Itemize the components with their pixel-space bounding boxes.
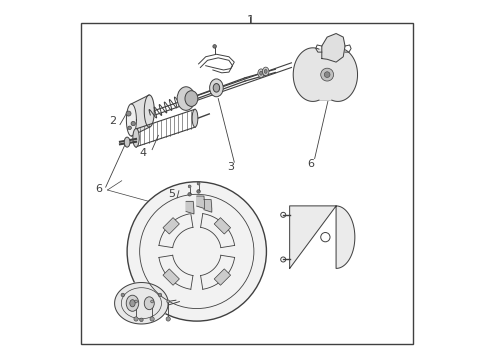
Polygon shape: [293, 48, 358, 102]
Ellipse shape: [263, 67, 269, 76]
Ellipse shape: [126, 295, 139, 311]
Ellipse shape: [177, 87, 195, 111]
Circle shape: [134, 317, 138, 321]
Ellipse shape: [260, 71, 263, 75]
Circle shape: [140, 318, 143, 321]
Ellipse shape: [213, 84, 220, 92]
Circle shape: [321, 68, 334, 81]
Circle shape: [158, 293, 162, 297]
Circle shape: [197, 190, 200, 193]
Ellipse shape: [192, 109, 198, 127]
Ellipse shape: [210, 79, 223, 97]
Ellipse shape: [133, 129, 139, 147]
Polygon shape: [186, 202, 194, 214]
Circle shape: [188, 193, 192, 196]
Bar: [163, 218, 179, 234]
Text: 2: 2: [109, 116, 117, 126]
Text: 1: 1: [246, 14, 254, 27]
Text: 3: 3: [227, 162, 234, 172]
Bar: [214, 218, 231, 234]
Ellipse shape: [264, 69, 267, 73]
Ellipse shape: [185, 91, 198, 107]
Circle shape: [127, 182, 267, 321]
Text: 4: 4: [140, 148, 147, 158]
Circle shape: [128, 126, 131, 130]
Circle shape: [131, 121, 135, 126]
Polygon shape: [290, 206, 355, 269]
Polygon shape: [204, 200, 212, 212]
Circle shape: [126, 111, 131, 116]
Circle shape: [167, 300, 170, 303]
Circle shape: [151, 300, 153, 303]
Text: 6: 6: [308, 159, 315, 169]
Circle shape: [166, 317, 171, 321]
Polygon shape: [131, 95, 149, 136]
Text: 5: 5: [168, 189, 175, 199]
Ellipse shape: [130, 300, 135, 307]
Circle shape: [121, 293, 124, 297]
Polygon shape: [197, 196, 205, 208]
Polygon shape: [115, 283, 168, 324]
Polygon shape: [144, 95, 154, 127]
Polygon shape: [126, 104, 136, 136]
Bar: [163, 269, 179, 285]
Circle shape: [197, 182, 200, 185]
Circle shape: [213, 45, 217, 48]
Ellipse shape: [258, 69, 264, 77]
Bar: [214, 269, 231, 285]
Text: 6: 6: [95, 184, 102, 194]
Ellipse shape: [144, 297, 154, 310]
Circle shape: [188, 185, 191, 188]
Circle shape: [324, 72, 330, 77]
Polygon shape: [322, 33, 345, 62]
Circle shape: [150, 317, 154, 321]
Ellipse shape: [124, 137, 130, 147]
Circle shape: [135, 300, 138, 303]
